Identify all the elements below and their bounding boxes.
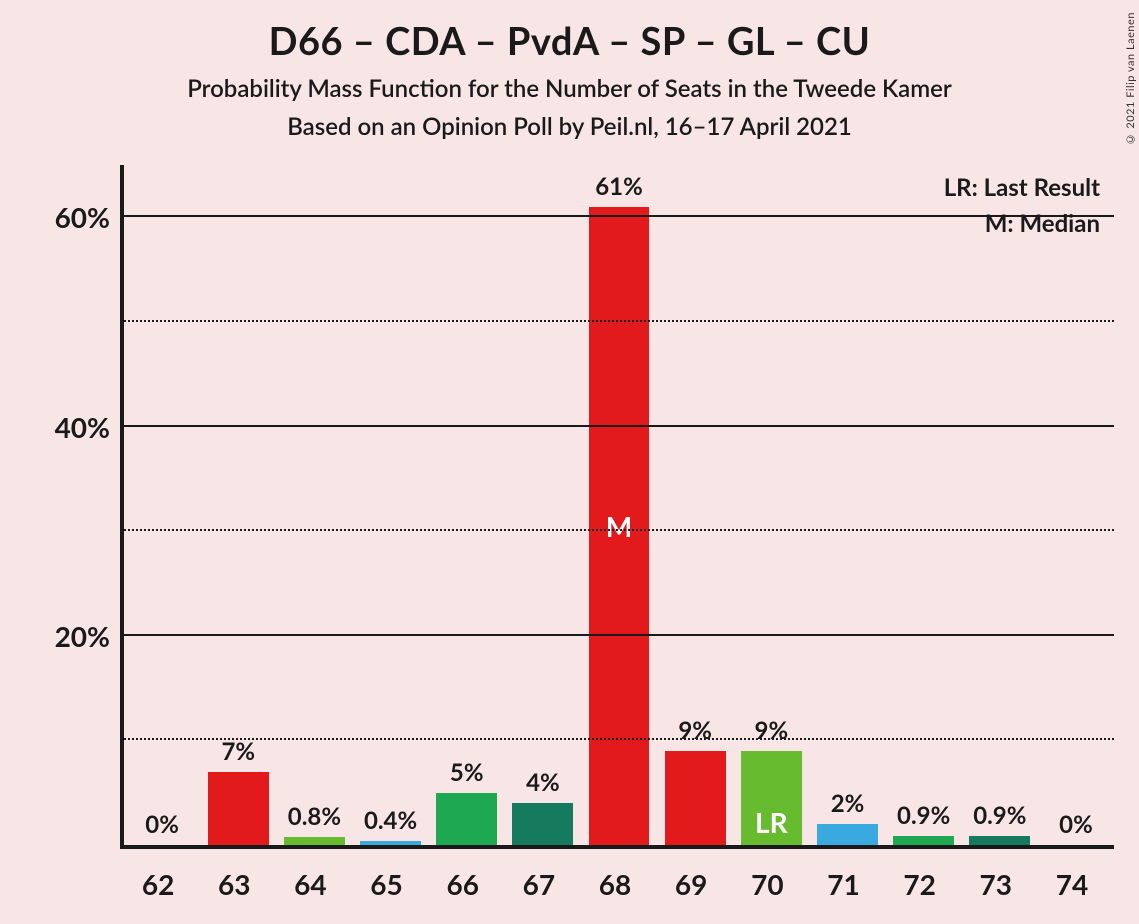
x-axis-label: 68: [577, 849, 653, 901]
x-axis-label: 62: [120, 849, 196, 901]
x-axis-label: 63: [196, 849, 272, 901]
bar-value-label: 61%: [595, 172, 643, 201]
bar-value-label: 7%: [221, 737, 255, 766]
x-axis-label: 69: [653, 849, 729, 901]
bar-value-label: 0.8%: [288, 802, 341, 831]
bar: [512, 803, 573, 845]
bar-slot: 0.9%: [962, 165, 1038, 845]
bar: [436, 793, 497, 845]
bar-slot: 7%: [200, 165, 276, 845]
bars-container: 0% 7% 0.8% 0.4% 5% 4% 61% M 9% 9% LR 2% 0.9% 0.9% 0%: [124, 165, 1114, 845]
bar-slot: 4%: [505, 165, 581, 845]
bar-value-label: 0.4%: [364, 806, 417, 835]
gridline-major: 20%: [124, 634, 1114, 636]
x-axis-label: 64: [272, 849, 348, 901]
bar: [665, 751, 726, 845]
legend-m: M: Median: [985, 209, 1100, 238]
bar-slot: 0%: [1038, 165, 1114, 845]
chart-subtitle-2: Based on an Opinion Poll by Peil.nl, 16–…: [0, 112, 1139, 141]
bar-value-label: 5%: [450, 758, 484, 787]
bar-slot: 2%: [809, 165, 885, 845]
bar-value-label: 0%: [1059, 810, 1093, 839]
bar-value-label: 0.9%: [897, 801, 950, 830]
bar: [284, 837, 345, 845]
x-axis-label: 67: [501, 849, 577, 901]
bar-value-label: 0%: [145, 810, 179, 839]
x-axis-label: 73: [958, 849, 1034, 901]
bar-value-label: 2%: [831, 789, 865, 818]
bar-inner-label: M: [589, 509, 650, 543]
x-axis-label: 71: [805, 849, 881, 901]
y-axis-label: 60%: [55, 200, 124, 234]
bar-slot: 0.8%: [276, 165, 352, 845]
y-axis-label: 40%: [55, 410, 124, 444]
gridline-major: 40%: [124, 425, 1114, 427]
pmf-bar-chart: D66 – CDA – PvdA – SP – GL – CU Probabil…: [0, 0, 1139, 924]
x-axis-label: 65: [348, 849, 424, 901]
x-axis-label: 74: [1034, 849, 1110, 901]
bar-inner-label: LR: [741, 805, 802, 839]
bar: [360, 841, 421, 845]
gridline-major: 60%: [124, 215, 1114, 217]
bar-value-label: 0.9%: [973, 801, 1026, 830]
bar-slot: 0.4%: [352, 165, 428, 845]
bar-slot: 0.9%: [886, 165, 962, 845]
bar: [208, 772, 269, 845]
bar-slot: 0%: [124, 165, 200, 845]
bar-slot: 9% LR: [733, 165, 809, 845]
bar: [969, 836, 1030, 845]
gridline-minor: [124, 529, 1114, 531]
bar: [817, 824, 878, 845]
bar-value-label: 9%: [678, 716, 712, 745]
bar: M: [589, 207, 650, 845]
x-axis-label: 70: [729, 849, 805, 901]
bar-value-label: 9%: [755, 716, 789, 745]
bar-slot: 61% M: [581, 165, 657, 845]
x-axis-label: 66: [425, 849, 501, 901]
gridline-minor: [124, 320, 1114, 322]
chart-subtitle-1: Probability Mass Function for the Number…: [0, 74, 1139, 103]
bar: [893, 836, 954, 845]
y-axis-label: 20%: [55, 619, 124, 653]
gridline-minor: [124, 738, 1114, 740]
bar-slot: 5%: [429, 165, 505, 845]
bar: LR: [741, 751, 802, 845]
x-axis-labels: 62636465666768697071727374: [120, 849, 1110, 901]
copyright-text: © 2021 Filip van Laenen: [1124, 12, 1137, 145]
bar-value-label: 4%: [526, 768, 560, 797]
chart-title: D66 – CDA – PvdA – SP – GL – CU: [0, 18, 1139, 64]
plot-area: 0% 7% 0.8% 0.4% 5% 4% 61% M 9% 9% LR 2% 0.9% 0.9% 0% L…: [120, 165, 1114, 849]
legend-lr: LR: Last Result: [944, 173, 1100, 202]
bar-slot: 9%: [657, 165, 733, 845]
x-axis-label: 72: [882, 849, 958, 901]
